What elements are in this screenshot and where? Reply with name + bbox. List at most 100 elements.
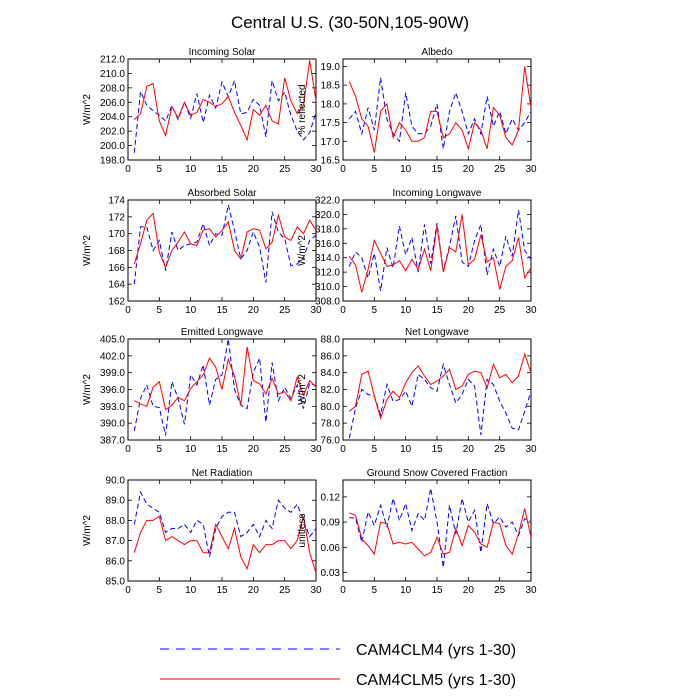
y-tick-label: 80.0	[321, 402, 341, 413]
y-tick-label: 172	[108, 212, 125, 223]
y-tick-label: 89.0	[106, 496, 126, 507]
series-line-cam4clm5-yrs-1-30	[348, 66, 532, 153]
x-tick-label: 10	[185, 164, 197, 175]
y-tick-label: 76.0	[321, 436, 341, 447]
y-tick-label: 399.0	[100, 368, 125, 379]
y-tick-label: 402.0	[100, 351, 125, 362]
series-line-cam4clm5-yrs-1-30	[133, 515, 317, 574]
y-tick-label: 322.0	[315, 196, 340, 207]
x-tick-label: 10	[400, 305, 412, 316]
y-tick-label: 0.09	[321, 518, 341, 529]
y-tick-label: 316.0	[315, 239, 340, 250]
series-line-cam4clm5-yrs-1-30	[348, 352, 532, 420]
y-tick-label: 86.0	[106, 556, 126, 567]
x-tick-label: 25	[279, 164, 291, 175]
x-tick-label: 5	[157, 305, 163, 316]
x-tick-label: 30	[310, 585, 322, 596]
figure-title: Central U.S. (30-50N,105-90W)	[231, 13, 469, 32]
x-tick-label: 30	[525, 585, 537, 596]
series-line-cam4clm4-yrs-1-30	[348, 77, 532, 149]
x-tick-label: 10	[400, 164, 412, 175]
y-tick-label: 396.0	[100, 385, 125, 396]
x-tick-label: 10	[185, 305, 197, 316]
y-tick-label: 210.0	[100, 69, 125, 80]
x-tick-label: 5	[372, 585, 378, 596]
x-tick-label: 15	[216, 305, 228, 316]
x-tick-label: 5	[157, 444, 163, 455]
y-tick-label: 204.0	[100, 112, 125, 123]
y-tick-label: 170	[108, 229, 125, 240]
x-tick-label: 15	[216, 585, 228, 596]
y-tick-label: 18.0	[321, 99, 341, 110]
x-tick-label: 15	[431, 585, 443, 596]
y-tick-label: 87.0	[106, 536, 126, 547]
y-tick-label: 202.0	[100, 127, 125, 138]
y-tick-label: 318.0	[315, 224, 340, 235]
y-tick-label: 200.0	[100, 141, 125, 152]
x-tick-label: 20	[463, 164, 475, 175]
y-tick-label: 17.5	[321, 118, 341, 129]
y-axis-label-albedo: % reflected	[297, 84, 308, 134]
series-line-cam4clm5-yrs-1-30	[133, 60, 317, 142]
y-tick-label: 208.0	[100, 83, 125, 94]
y-tick-label: 387.0	[100, 436, 125, 447]
y-axis-label-incoming-solar: W/m^2	[82, 94, 93, 125]
y-tick-label: 390.0	[100, 419, 125, 430]
x-tick-label: 25	[494, 444, 506, 455]
x-tick-label: 20	[248, 444, 260, 455]
x-tick-label: 0	[340, 585, 346, 596]
y-tick-label: 168	[108, 246, 125, 257]
legend-label-cam4clm4: CAM4CLM4 (yrs 1-30)	[356, 642, 516, 659]
series-line-cam4clm4-yrs-1-30	[133, 204, 317, 285]
x-tick-label: 25	[494, 164, 506, 175]
x-tick-label: 30	[310, 305, 322, 316]
x-tick-label: 5	[372, 444, 378, 455]
y-tick-label: 0.03	[321, 568, 341, 579]
y-tick-label: 82.0	[321, 385, 341, 396]
plot-frame-net-radiation	[127, 479, 317, 582]
y-axis-label-ground-snow-covered-fraction: unitless	[297, 514, 308, 548]
y-tick-label: 0.12	[321, 492, 341, 503]
x-tick-label: 25	[494, 305, 506, 316]
y-axis-label-net-radiation: W/m^2	[82, 515, 93, 546]
y-tick-label: 85.0	[106, 577, 126, 588]
y-tick-label: 314.0	[315, 253, 340, 264]
y-tick-label: 84.0	[321, 368, 341, 379]
x-tick-label: 20	[248, 585, 260, 596]
y-tick-label: 206.0	[100, 98, 125, 109]
series-line-cam4clm5-yrs-1-30	[349, 508, 532, 557]
x-tick-label: 10	[400, 585, 412, 596]
y-tick-label: 174	[108, 196, 125, 207]
panel-title-incoming-solar: Incoming Solar	[189, 47, 256, 58]
panel-ground-snow-covered-fraction: Ground Snow Covered Fraction 0 5 10 15 20 25 30…	[297, 468, 537, 596]
y-tick-label: 17.0	[321, 137, 341, 148]
x-tick-label: 0	[340, 164, 346, 175]
x-tick-label: 5	[372, 164, 378, 175]
x-tick-label: 25	[279, 444, 291, 455]
panel-incoming-solar: Incoming Solar 0 5 10 15 20 25 30 198.0 200.0 202.…	[82, 47, 322, 175]
y-tick-label: 18.5	[321, 81, 341, 92]
y-axis-label-emitted-longwave: W/m^2	[82, 374, 93, 405]
panel-title-net-radiation: Net Radiation	[192, 468, 253, 479]
y-tick-label: 86.0	[321, 351, 341, 362]
y-tick-label: 393.0	[100, 402, 125, 413]
x-tick-label: 0	[125, 585, 131, 596]
x-tick-label: 10	[185, 444, 197, 455]
panel-title-ground-snow-covered-fraction: Ground Snow Covered Fraction	[367, 468, 508, 479]
y-tick-label: 212.0	[100, 55, 125, 66]
y-tick-label: 308.0	[315, 297, 340, 308]
x-tick-label: 0	[340, 444, 346, 455]
x-tick-label: 30	[525, 444, 537, 455]
x-tick-label: 5	[157, 585, 163, 596]
y-tick-label: 166	[108, 263, 125, 274]
series-line-cam4clm4-yrs-1-30	[349, 488, 532, 568]
y-axis-label-incoming-longwave: W/m^2	[297, 235, 308, 266]
panel-title-net-longwave: Net Longwave	[405, 327, 469, 338]
x-tick-label: 0	[340, 305, 346, 316]
y-tick-label: 198.0	[100, 156, 125, 167]
x-tick-label: 5	[157, 164, 163, 175]
series-line-cam4clm5-yrs-1-30	[133, 212, 317, 269]
panel-net-radiation: Net Radiation 0 5 10 15 20 25 30 85.0 86.0 87.0 88.…	[82, 468, 322, 596]
y-tick-label: 310.0	[315, 282, 340, 293]
